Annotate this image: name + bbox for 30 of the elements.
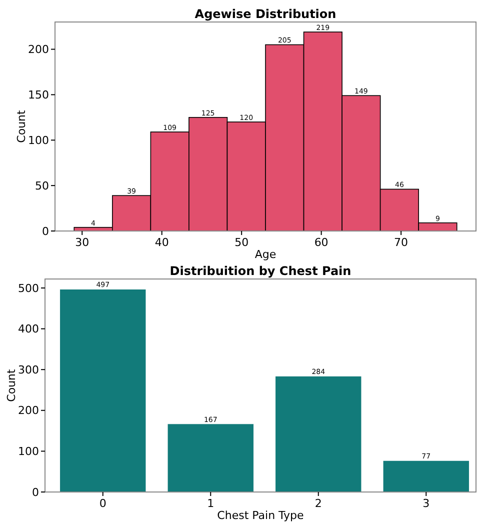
bar [60,288,146,492]
y-axis-title: Count [5,368,18,402]
y-tick-label: 200 [28,43,49,56]
x-tick-label: 0 [99,497,106,510]
y-tick-label: 400 [18,322,39,336]
chart-title: Distribuition by Chest Pain [170,264,352,278]
x-tick-label: 3 [422,497,430,510]
chart-title: Agewise Distribution [194,7,336,21]
y-tick-label: 0 [32,486,39,499]
x-tick-label: 40 [154,236,169,249]
y-tick-label: 300 [18,363,39,376]
bar [382,460,470,492]
bar [275,376,362,492]
y-tick-label: 0 [42,224,49,238]
x-tick-label: 50 [234,236,249,249]
x-tick-label: 70 [394,236,408,249]
x-tick-label: 1 [207,497,214,510]
y-tick-label: 500 [18,282,39,295]
y-axis-title: Count [15,109,28,143]
y-tick-label: 100 [18,445,39,458]
y-tick-label: 50 [35,179,49,192]
x-axis-title: Age [254,248,276,261]
y-tick-label: 150 [28,88,49,102]
x-tick-label: 30 [75,236,90,249]
y-tick-label: 200 [18,404,39,418]
bar [167,424,254,492]
x-tick-label: 2 [314,497,322,510]
x-axis-title: Chest Pain Type [217,509,304,522]
x-tick-label: 60 [314,236,328,249]
y-tick-label: 100 [28,134,49,147]
